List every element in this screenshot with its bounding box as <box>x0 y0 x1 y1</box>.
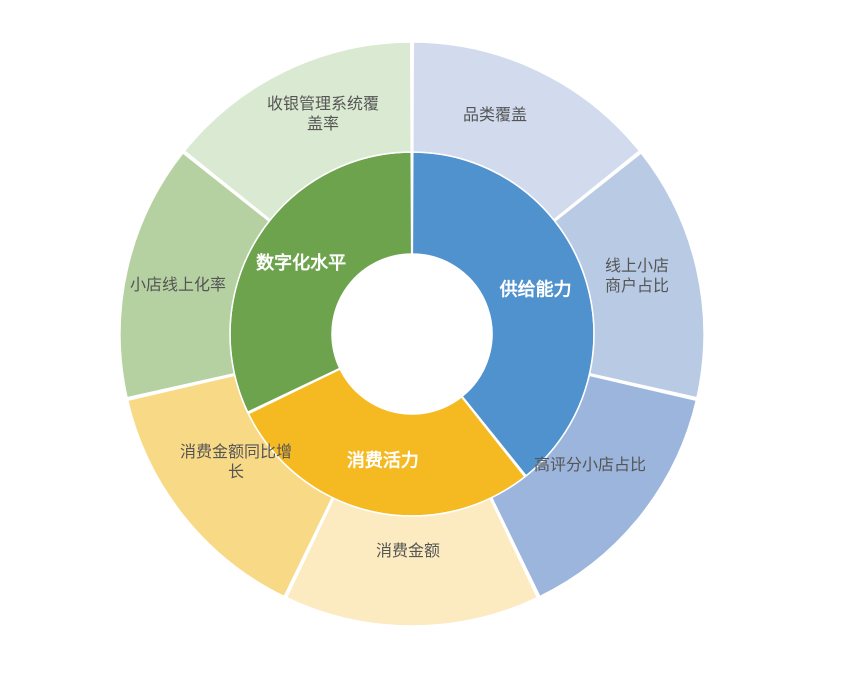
outer-segment-3 <box>286 498 537 626</box>
sunburst-chart: 供给能力消费活力数字化水平品类覆盖线上小店商户占比高评分小店占比消费金额消费金额… <box>0 0 865 679</box>
outer-label-5: 小店线上化率 <box>130 276 226 294</box>
inner-label-1: 消费活力 <box>347 449 419 470</box>
outer-label-3: 消费金额 <box>376 542 440 560</box>
inner-label-0: 供给能力 <box>499 278 572 299</box>
outer-label-2: 高评分小店占比 <box>534 456 646 474</box>
outer-label-0: 品类覆盖 <box>463 106 527 124</box>
inner-label-2: 数字化水平 <box>256 252 346 273</box>
